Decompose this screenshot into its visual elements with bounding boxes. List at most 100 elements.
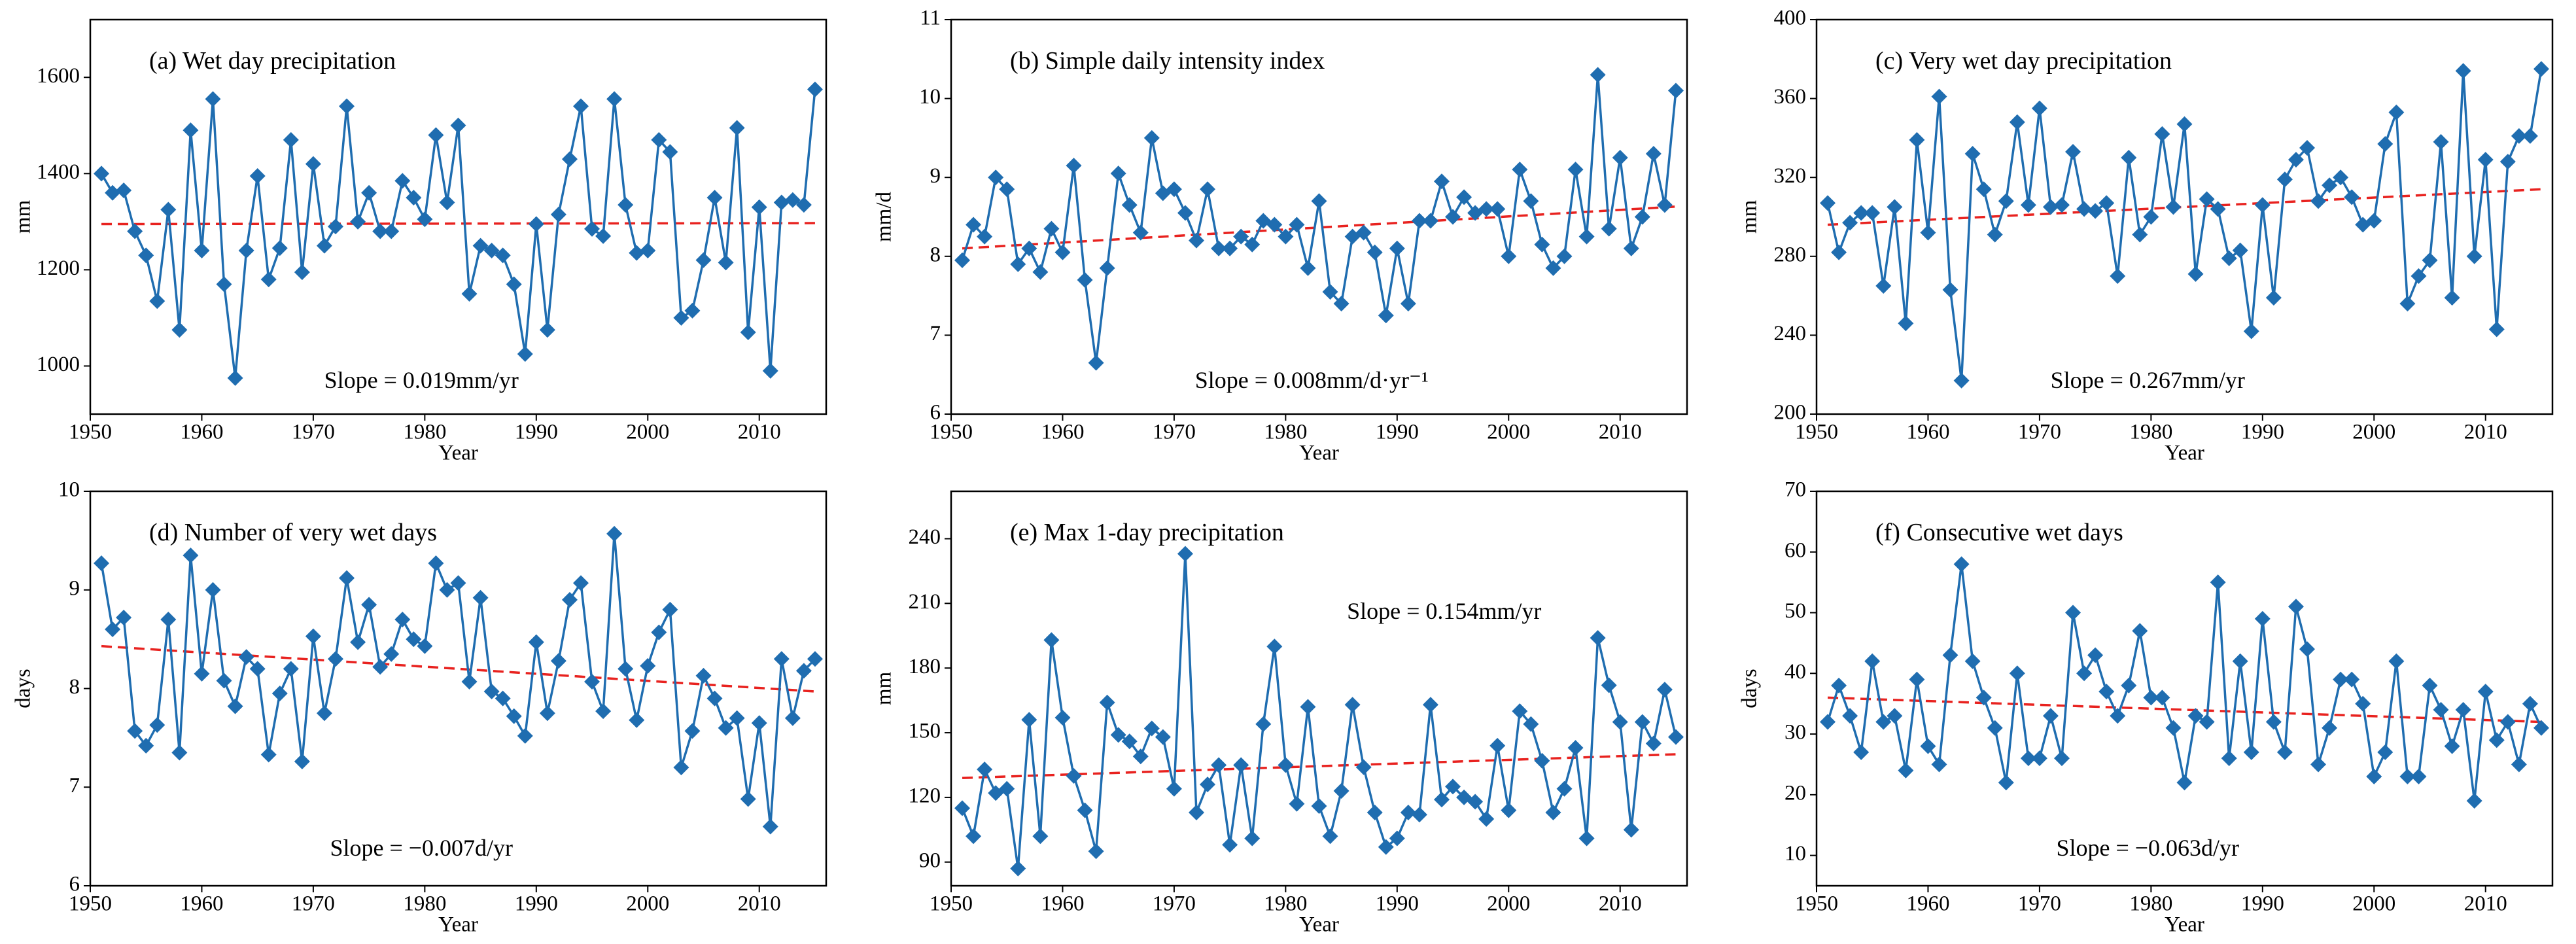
marker [1656,682,1673,698]
marker [1132,748,1149,765]
x-axis-label: Year [438,442,478,465]
marker [249,167,266,184]
marker [629,712,645,728]
marker [1567,162,1584,178]
plot-frame [950,490,1688,887]
marker [2388,104,2405,120]
marker [2366,213,2382,229]
marker [1578,830,1595,847]
marker [1489,737,1506,754]
marker [361,597,377,613]
marker [539,322,555,338]
x-tick-label: 1950 [930,892,973,916]
x-tick-label: 1950 [930,421,973,444]
marker [2087,203,2104,219]
trend-line [962,753,1677,779]
y-tick-label: 6 [69,873,80,896]
panel: 1950 1960 1970 1980 1990 2000 2010102030405060… [1738,478,2554,937]
marker [2121,677,2137,693]
panel: 1950 1960 1970 1980 1990 2000 2010 6 7 8 9 10 11 Year… [873,7,1688,465]
x-axis-label: Year [2165,913,2204,937]
marker [584,220,600,237]
marker [428,555,444,572]
marker [2511,128,2527,144]
marker [1132,224,1149,241]
marker [740,791,756,807]
marker [1953,556,1970,572]
marker [2299,139,2315,156]
marker [2187,266,2204,282]
marker [618,197,634,213]
x-tick-label: 1990 [2241,892,2284,916]
marker [249,661,266,677]
marker [2176,116,2193,132]
marker [1077,271,1093,288]
marker [2276,744,2293,760]
marker [1434,173,1450,190]
marker [606,91,623,107]
marker [762,818,778,835]
marker [328,219,343,235]
marker [2322,720,2338,736]
marker [406,631,422,648]
marker [1842,215,1858,231]
marker [1010,256,1026,272]
marker [1143,130,1160,146]
marker [966,217,982,233]
marker [1422,213,1438,229]
marker [495,690,511,707]
marker [1987,226,2003,243]
marker [729,710,745,726]
marker [461,286,478,302]
marker [127,223,143,239]
marker [573,575,589,591]
x-tick-label: 2000 [626,421,669,444]
panel-title: (a) Wet day precipitation [149,47,396,75]
marker [1512,162,1528,178]
marker [2132,226,2148,243]
marker [1066,158,1082,174]
marker [1121,733,1138,750]
marker [1244,236,1261,253]
marker [550,653,566,669]
y-axis-label: days [12,669,35,708]
marker [2210,201,2226,217]
marker [2009,114,2025,130]
marker [1942,647,1958,663]
marker [1344,697,1361,713]
marker [1931,88,1947,105]
marker [1820,714,1836,730]
marker [2076,665,2093,682]
marker [260,271,277,288]
marker [506,276,522,292]
y-tick-label: 9 [69,576,80,600]
y-tick-label: 10 [58,478,80,502]
y-tick-label: 60 [1784,538,1806,562]
marker [2098,195,2115,211]
y-tick-label: 1400 [37,160,80,184]
marker [1255,716,1272,732]
marker [2187,708,2204,724]
marker [316,237,332,254]
marker [2333,169,2349,186]
marker [1289,795,1305,812]
marker [283,131,299,148]
marker [1333,783,1349,799]
marker [2533,720,2549,736]
marker [1942,282,1958,298]
marker [1898,315,1914,332]
marker [1077,802,1093,818]
y-tick-label: 200 [1774,401,1807,425]
marker [977,761,993,778]
marker [550,206,566,222]
y-tick-label: 240 [1774,322,1807,345]
x-tick-label: 1970 [292,421,335,444]
marker [2232,242,2248,258]
marker [584,673,600,690]
marker [305,156,321,172]
x-tick-label: 1970 [1153,892,1196,916]
marker [2344,671,2360,688]
marker [2288,152,2304,168]
marker [2210,574,2226,591]
marker [1623,822,1639,838]
